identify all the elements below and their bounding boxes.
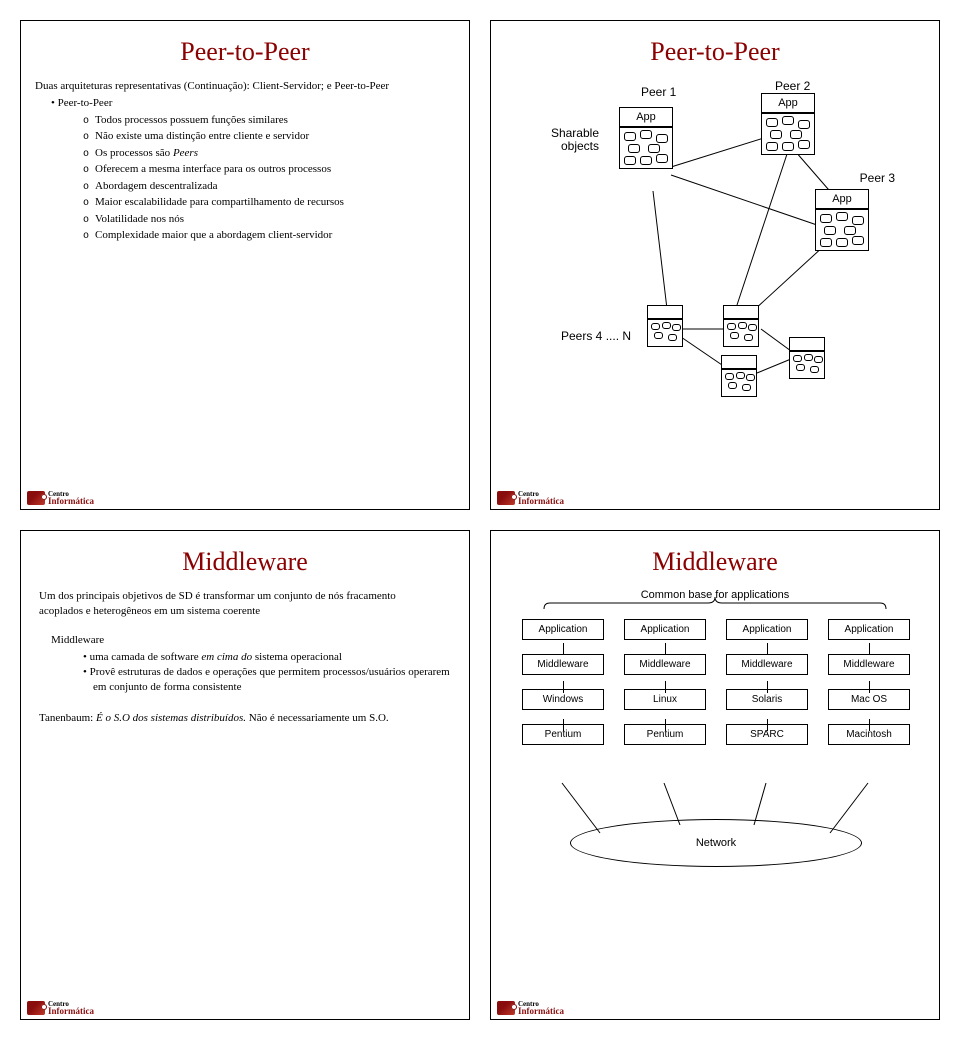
slide-title: Middleware bbox=[505, 547, 925, 577]
app-box: App bbox=[619, 107, 673, 127]
logo-icon bbox=[497, 1001, 515, 1015]
slide-p2p-diagram: Peer-to-Peer Peer 1 Peer 2 Peer 3 Sharab… bbox=[490, 20, 940, 510]
item: Volatilidade nos nós bbox=[83, 212, 455, 228]
app-box: App bbox=[815, 189, 869, 209]
logo-icon bbox=[497, 491, 515, 505]
app-box bbox=[721, 355, 757, 369]
logo-line2: Informática bbox=[48, 1007, 94, 1015]
item-text: Os processos são Peers bbox=[95, 147, 198, 159]
item: Maior escalabilidade para compartilhamen… bbox=[83, 195, 455, 211]
mini-peer bbox=[789, 337, 825, 379]
slide-title: Peer-to-Peer bbox=[505, 37, 925, 67]
mini-peer bbox=[721, 355, 757, 397]
peer1-box: App bbox=[619, 107, 673, 169]
item: Não existe uma distinção entre cliente e… bbox=[83, 129, 455, 145]
p2p-diagram: Peer 1 Peer 2 Peer 3 Sharable objects Pe… bbox=[525, 79, 905, 409]
share-box bbox=[619, 127, 673, 169]
network-ellipse: Network bbox=[570, 819, 862, 867]
mw-bullet: uma camada de software em cima do sistem… bbox=[83, 650, 455, 665]
mini-peer bbox=[647, 305, 683, 347]
tan-italic: É o S.O dos sistemas distribuídos. bbox=[96, 712, 246, 724]
tan-pre: Tanenbaum: bbox=[39, 712, 96, 724]
b1-pre: uma camada de software bbox=[90, 651, 202, 663]
peer3-label: Peer 3 bbox=[860, 171, 895, 185]
logo-line2: Informática bbox=[518, 1007, 564, 1015]
app-box: Application bbox=[828, 619, 910, 640]
footer-logo: Centro Informática bbox=[497, 1001, 564, 1015]
peers4n-label: Peers 4 .... N bbox=[561, 329, 631, 343]
logo-icon bbox=[27, 491, 45, 505]
footer-logo: Centro Informática bbox=[497, 491, 564, 505]
slide-middleware-diagram: Middleware Common base for applications … bbox=[490, 530, 940, 1020]
app-box bbox=[789, 337, 825, 351]
peers-word: Peers bbox=[173, 147, 198, 159]
share-box bbox=[815, 209, 869, 251]
peer3-box: App bbox=[815, 189, 869, 251]
item: Os processos são Peers bbox=[83, 146, 455, 162]
sharable-label: Sharable objects bbox=[543, 127, 599, 153]
mini-peer bbox=[723, 305, 759, 347]
mw-diagram: Common base for applications Application… bbox=[510, 589, 920, 889]
sharable-word: Sharable bbox=[551, 126, 599, 140]
share-box bbox=[647, 319, 683, 347]
slide-title: Middleware bbox=[35, 547, 455, 577]
objects-word: objects bbox=[561, 139, 599, 153]
item: Todos processos possuem funções similare… bbox=[83, 113, 455, 129]
middleware-box: Middleware bbox=[624, 654, 706, 675]
tanenbaum-line: Tanenbaum: É o S.O dos sistemas distribu… bbox=[39, 711, 455, 726]
logo-text: Centro Informática bbox=[48, 491, 94, 505]
slide-grid: Peer-to-Peer Duas arquiteturas represent… bbox=[20, 20, 940, 1020]
sub-heading: Peer-to-Peer bbox=[51, 96, 455, 111]
peer2-box: App bbox=[761, 93, 815, 155]
footer-logo: Centro Informática bbox=[27, 491, 94, 505]
middleware-box: Middleware bbox=[522, 654, 604, 675]
share-box bbox=[761, 113, 815, 155]
share-box bbox=[789, 351, 825, 379]
logo-text: Centro Informática bbox=[518, 1001, 564, 1015]
item: Complexidade maior que a abordagem clien… bbox=[83, 228, 455, 244]
app-box: Application bbox=[522, 619, 604, 640]
slide-body: Duas arquiteturas representativas (Conti… bbox=[35, 79, 455, 244]
app-box: Application bbox=[726, 619, 808, 640]
share-box bbox=[721, 369, 757, 397]
mw-heading: Middleware bbox=[51, 633, 455, 648]
footer-logo: Centro Informática bbox=[27, 1001, 94, 1015]
app-box: Application bbox=[624, 619, 706, 640]
app-box bbox=[647, 305, 683, 319]
mw-bullet: Provê estruturas de dados e operações qu… bbox=[83, 665, 455, 695]
tan-post: Não é necessariamente um S.O. bbox=[246, 712, 389, 724]
middleware-box: Middleware bbox=[828, 654, 910, 675]
logo-line2: Informática bbox=[518, 497, 564, 505]
middleware-box: Middleware bbox=[726, 654, 808, 675]
app-box bbox=[723, 305, 759, 319]
app-box: App bbox=[761, 93, 815, 113]
item: Oferecem a mesma interface para os outro… bbox=[83, 162, 455, 178]
intro-line: Duas arquiteturas representativas (Conti… bbox=[35, 79, 455, 94]
logo-text: Centro Informática bbox=[518, 491, 564, 505]
slide-middleware-text: Middleware Um dos principais objetivos d… bbox=[20, 530, 470, 1020]
peer1-label: Peer 1 bbox=[641, 85, 676, 99]
slide-title: Peer-to-Peer bbox=[35, 37, 455, 67]
slide-p2p-text: Peer-to-Peer Duas arquiteturas represent… bbox=[20, 20, 470, 510]
b1-post: sistema operacional bbox=[252, 651, 342, 663]
logo-text: Centro Informática bbox=[48, 1001, 94, 1015]
b1-italic: em cima do bbox=[201, 651, 252, 663]
peer2-label: Peer 2 bbox=[775, 79, 810, 93]
slide-body: Um dos principais objetivos de SD é tran… bbox=[35, 589, 455, 726]
para1: Um dos principais objetivos de SD é tran… bbox=[39, 589, 455, 619]
logo-icon bbox=[27, 1001, 45, 1015]
item: Abordagem descentralizada bbox=[83, 179, 455, 195]
share-box bbox=[723, 319, 759, 347]
logo-line2: Informática bbox=[48, 497, 94, 505]
